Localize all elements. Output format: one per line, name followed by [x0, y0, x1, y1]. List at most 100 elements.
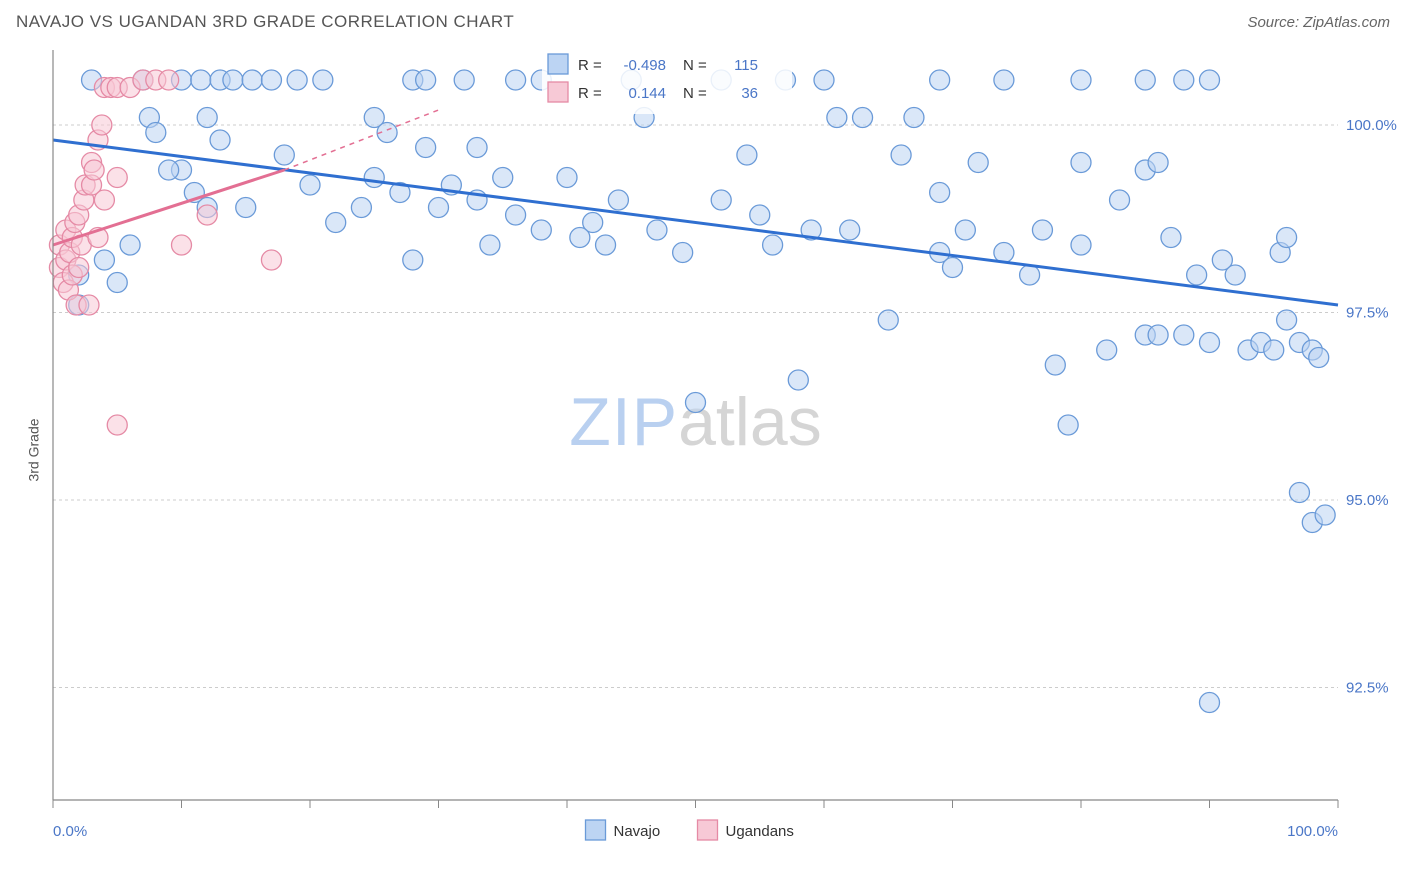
- navajo-point: [1020, 265, 1040, 285]
- navajo-point: [210, 130, 230, 150]
- navajo-point: [737, 145, 757, 165]
- navajo-point: [878, 310, 898, 330]
- navajo-point: [1225, 265, 1245, 285]
- navajo-point: [313, 70, 333, 90]
- navajo-point: [853, 108, 873, 128]
- navajo-point: [1135, 70, 1155, 90]
- navajo-point: [673, 243, 693, 263]
- navajo-point: [1161, 228, 1181, 248]
- legend-n-label: N =: [683, 57, 707, 74]
- navajo-point: [1315, 505, 1335, 525]
- legend-n-label: N =: [683, 85, 707, 102]
- navajo-point: [403, 250, 423, 270]
- navajo-point: [1071, 153, 1091, 173]
- navajo-point: [930, 183, 950, 203]
- ugandan-point: [84, 160, 104, 180]
- navajo-point: [930, 70, 950, 90]
- navajo-point: [840, 220, 860, 240]
- y-tick-label: 100.0%: [1346, 117, 1397, 134]
- navajo-point: [261, 70, 281, 90]
- navajo-point: [557, 168, 577, 188]
- chart-container: 3rd Grade 92.5%95.0%97.5%100.0%ZIPatlas0…: [8, 40, 1398, 860]
- navajo-point: [94, 250, 114, 270]
- ugandan-trend-extrapolation: [284, 110, 438, 170]
- navajo-point: [827, 108, 847, 128]
- navajo-point: [994, 243, 1014, 263]
- navajo-point: [1200, 693, 1220, 713]
- navajo-point: [904, 108, 924, 128]
- navajo-point: [159, 160, 179, 180]
- navajo-point: [223, 70, 243, 90]
- correlation-scatter-chart: 92.5%95.0%97.5%100.0%ZIPatlas0.0%100.0%R…: [8, 40, 1398, 880]
- navajo-point: [191, 70, 211, 90]
- navajo-point: [429, 198, 449, 218]
- navajo-point: [955, 220, 975, 240]
- navajo-point: [506, 70, 526, 90]
- navajo-point: [750, 205, 770, 225]
- navajo-point: [493, 168, 513, 188]
- navajo-point: [1071, 235, 1091, 255]
- navajo-point: [274, 145, 294, 165]
- ugandan-point: [107, 168, 127, 188]
- ugandan-point: [159, 70, 179, 90]
- navajo-point: [596, 235, 616, 255]
- navajo-point: [1148, 325, 1168, 345]
- navajo-point: [711, 190, 731, 210]
- navajo-point: [1289, 483, 1309, 503]
- legend-r-value: -0.498: [623, 57, 666, 74]
- ugandan-point: [92, 115, 112, 135]
- legend-swatch: [548, 54, 568, 74]
- navajo-point: [236, 198, 256, 218]
- navajo-point: [506, 205, 526, 225]
- ugandan-point: [197, 205, 217, 225]
- ugandan-point: [107, 415, 127, 435]
- navajo-point: [943, 258, 963, 278]
- navajo-point: [647, 220, 667, 240]
- navajo-point: [146, 123, 166, 143]
- navajo-point: [197, 108, 217, 128]
- bottom-legend-label: Ugandans: [726, 823, 794, 840]
- navajo-point: [1058, 415, 1078, 435]
- navajo-point: [1148, 153, 1168, 173]
- navajo-point: [1097, 340, 1117, 360]
- navajo-point: [287, 70, 307, 90]
- y-axis-label: 3rd Grade: [26, 418, 42, 481]
- navajo-point: [120, 235, 140, 255]
- navajo-point: [1200, 333, 1220, 353]
- navajo-point: [416, 70, 436, 90]
- source-label: Source: ZipAtlas.com: [1247, 14, 1390, 31]
- navajo-point: [242, 70, 262, 90]
- legend-swatch: [548, 82, 568, 102]
- legend-r-label: R =: [578, 57, 602, 74]
- navajo-point: [814, 70, 834, 90]
- navajo-point: [480, 235, 500, 255]
- legend-n-value: 36: [741, 85, 758, 102]
- bottom-legend-label: Navajo: [614, 823, 661, 840]
- navajo-point: [1277, 228, 1297, 248]
- ugandan-point: [69, 258, 89, 278]
- ugandan-point: [172, 235, 192, 255]
- navajo-point: [1187, 265, 1207, 285]
- y-tick-label: 95.0%: [1346, 492, 1389, 509]
- navajo-point: [686, 393, 706, 413]
- navajo-point: [994, 70, 1014, 90]
- navajo-point: [788, 370, 808, 390]
- ugandan-point: [94, 190, 114, 210]
- navajo-point: [1174, 70, 1194, 90]
- navajo-point: [1110, 190, 1130, 210]
- navajo-point: [364, 168, 384, 188]
- navajo-point: [1200, 70, 1220, 90]
- navajo-point: [467, 138, 487, 158]
- navajo-point: [1071, 70, 1091, 90]
- navajo-point: [326, 213, 346, 233]
- y-tick-label: 97.5%: [1346, 305, 1389, 322]
- y-tick-label: 92.5%: [1346, 680, 1389, 697]
- navajo-point: [300, 175, 320, 195]
- navajo-point: [416, 138, 436, 158]
- legend-r-value: 0.144: [628, 85, 666, 102]
- bottom-legend-swatch: [698, 820, 718, 840]
- navajo-point: [1174, 325, 1194, 345]
- navajo-point: [1309, 348, 1329, 368]
- navajo-point: [570, 228, 590, 248]
- page-title: NAVAJO VS UGANDAN 3RD GRADE CORRELATION …: [16, 12, 514, 32]
